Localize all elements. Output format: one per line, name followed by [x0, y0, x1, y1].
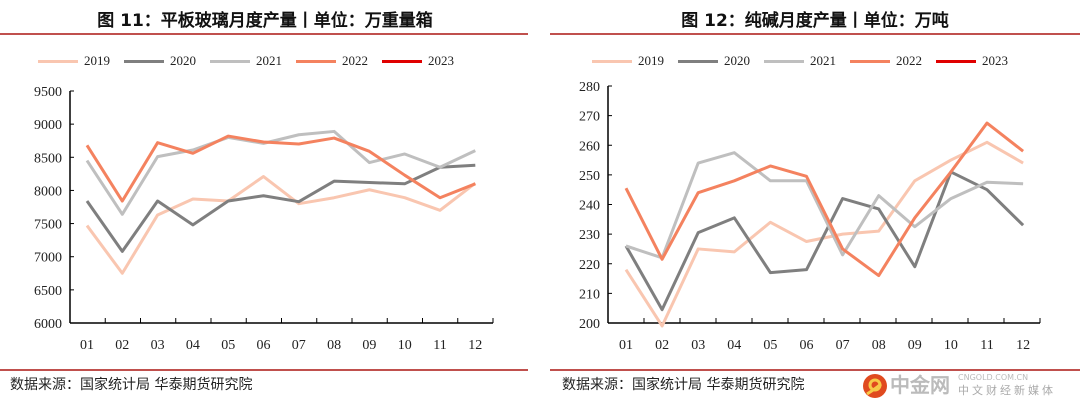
series-line-2019	[85, 175, 477, 275]
legend-item-2023: 2023	[382, 53, 454, 69]
y-tick-label: 9500	[34, 85, 62, 100]
legend: 2019 2020 2021 2022 2023	[38, 53, 468, 69]
legend-label: 2021	[810, 53, 836, 68]
chart-panel-soda-ash: 图 12：纯碱月度产量丨单位：万吨 2019 2020 2021 2022 2023 2…	[550, 0, 1080, 400]
x-tick-label: 12	[468, 338, 482, 353]
legend-item-2019: 2019	[38, 53, 110, 69]
y-tick-label: 8000	[34, 184, 62, 199]
cngold-logo-icon	[863, 374, 887, 398]
x-tick-label: 04	[727, 338, 741, 353]
chart-title: 图 11：平板玻璃月度产量丨单位：万重量箱	[97, 11, 433, 31]
source-note: 数据来源：国家统计局 华泰期货研究院	[562, 377, 805, 393]
x-tick-label: 01	[619, 338, 633, 353]
legend-swatch	[210, 59, 250, 63]
legend-swatch	[678, 59, 718, 63]
y-tick-label: 270	[579, 110, 600, 125]
x-tick-label: 10	[398, 338, 412, 353]
source-divider	[550, 369, 1080, 371]
legend-swatch	[124, 59, 164, 63]
x-tick-label: 05	[221, 338, 235, 353]
legend-label: 2019	[638, 53, 664, 68]
watermark-name: 中金网	[890, 373, 950, 397]
x-tick-label: 07	[836, 338, 850, 353]
legend: 2019 2020 2021 2022 2023	[592, 53, 1022, 69]
legend-label: 2020	[170, 53, 196, 68]
series-line-2020	[624, 170, 1025, 312]
x-tick-label: 09	[908, 338, 922, 353]
x-tick-label: 11	[980, 338, 993, 353]
chart-title: 图 12：纯碱月度产量丨单位：万吨	[681, 11, 949, 31]
x-tick-label: 07	[292, 338, 306, 353]
y-tick-label: 220	[579, 258, 600, 273]
series-line-2021	[625, 151, 1024, 260]
legend-swatch	[850, 59, 890, 63]
legend-swatch	[936, 59, 976, 63]
y-tick-label: 240	[579, 199, 600, 214]
title-divider	[550, 33, 1080, 35]
y-tick-label: 7500	[34, 218, 62, 233]
x-tick-label: 08	[327, 338, 341, 353]
y-tick-label: 6000	[34, 317, 62, 332]
x-tick-label: 03	[691, 338, 705, 353]
legend-item-2023: 2023	[936, 53, 1008, 69]
legend-swatch	[764, 59, 804, 63]
y-tick-label: 8500	[34, 151, 62, 166]
x-tick-label: 02	[655, 338, 669, 353]
x-tick-label: 06	[800, 338, 814, 353]
source-divider	[0, 369, 528, 371]
legend-swatch	[382, 59, 422, 63]
x-tick-label: 08	[872, 338, 886, 353]
title-divider	[0, 33, 528, 35]
watermark-domain: CNGOLD.COM.CN	[958, 373, 1029, 382]
y-tick-label: 280	[579, 80, 600, 95]
legend-item-2022: 2022	[296, 53, 368, 69]
source-note: 数据来源：国家统计局 华泰期货研究院	[10, 377, 253, 393]
legend-label: 2020	[724, 53, 750, 68]
line-chart: 200 210 220 230 240 250 260 270 280 01 02 03 04 05 06 0…	[579, 80, 1041, 353]
legend-item-2021: 2021	[764, 53, 836, 69]
x-tick-label: 10	[944, 338, 958, 353]
x-tick-label: 11	[433, 338, 446, 353]
x-tick-label: 06	[257, 338, 271, 353]
x-tick-label: 05	[763, 338, 777, 353]
chart-panel-glass: 图 11：平板玻璃月度产量丨单位：万重量箱 2019 2020 2021 2022 20…	[0, 0, 530, 400]
series-line-2022	[85, 134, 476, 203]
y-tick-label: 210	[579, 287, 600, 302]
watermark-slogan: 中文财经新媒体	[958, 384, 1056, 397]
series-line-2022	[624, 121, 1025, 278]
x-tick-label: 03	[151, 338, 165, 353]
watermark-logo: 中金网 CNGOLD.COM.CN 中文财经新媒体	[862, 372, 1080, 400]
legend-item-2021: 2021	[210, 53, 282, 69]
x-tick-label: 02	[115, 338, 129, 353]
legend-item-2022: 2022	[850, 53, 922, 69]
series-line-2021	[85, 129, 476, 216]
legend-label: 2022	[342, 53, 368, 68]
y-tick-label: 9000	[34, 118, 62, 133]
y-tick-label: 200	[579, 317, 600, 332]
x-tick-label: 01	[80, 338, 94, 353]
x-tick-label: 12	[1016, 338, 1030, 353]
legend-label: 2021	[256, 53, 282, 68]
y-tick-label: 6500	[34, 284, 62, 299]
y-tick-label: 250	[579, 169, 600, 184]
line-chart: 6000 6500 7000 7500 8000 8500 9000 9500 01 02 03 04…	[34, 85, 494, 353]
legend-swatch	[592, 59, 632, 63]
x-tick-label: 09	[362, 338, 376, 353]
y-tick-label: 7000	[34, 251, 62, 266]
legend-item-2020: 2020	[678, 53, 750, 69]
legend-label: 2022	[896, 53, 922, 68]
legend-label: 2019	[84, 53, 110, 68]
series-line-2019	[624, 140, 1024, 328]
legend-label: 2023	[428, 53, 454, 68]
y-tick-label: 230	[579, 228, 600, 243]
legend-item-2020: 2020	[124, 53, 196, 69]
legend-label: 2023	[982, 53, 1008, 68]
legend-item-2019: 2019	[592, 53, 664, 69]
legend-swatch	[38, 59, 78, 63]
series-line-2020	[85, 163, 476, 253]
legend-swatch	[296, 59, 336, 63]
y-tick-label: 260	[579, 139, 600, 154]
x-tick-label: 04	[186, 338, 200, 353]
